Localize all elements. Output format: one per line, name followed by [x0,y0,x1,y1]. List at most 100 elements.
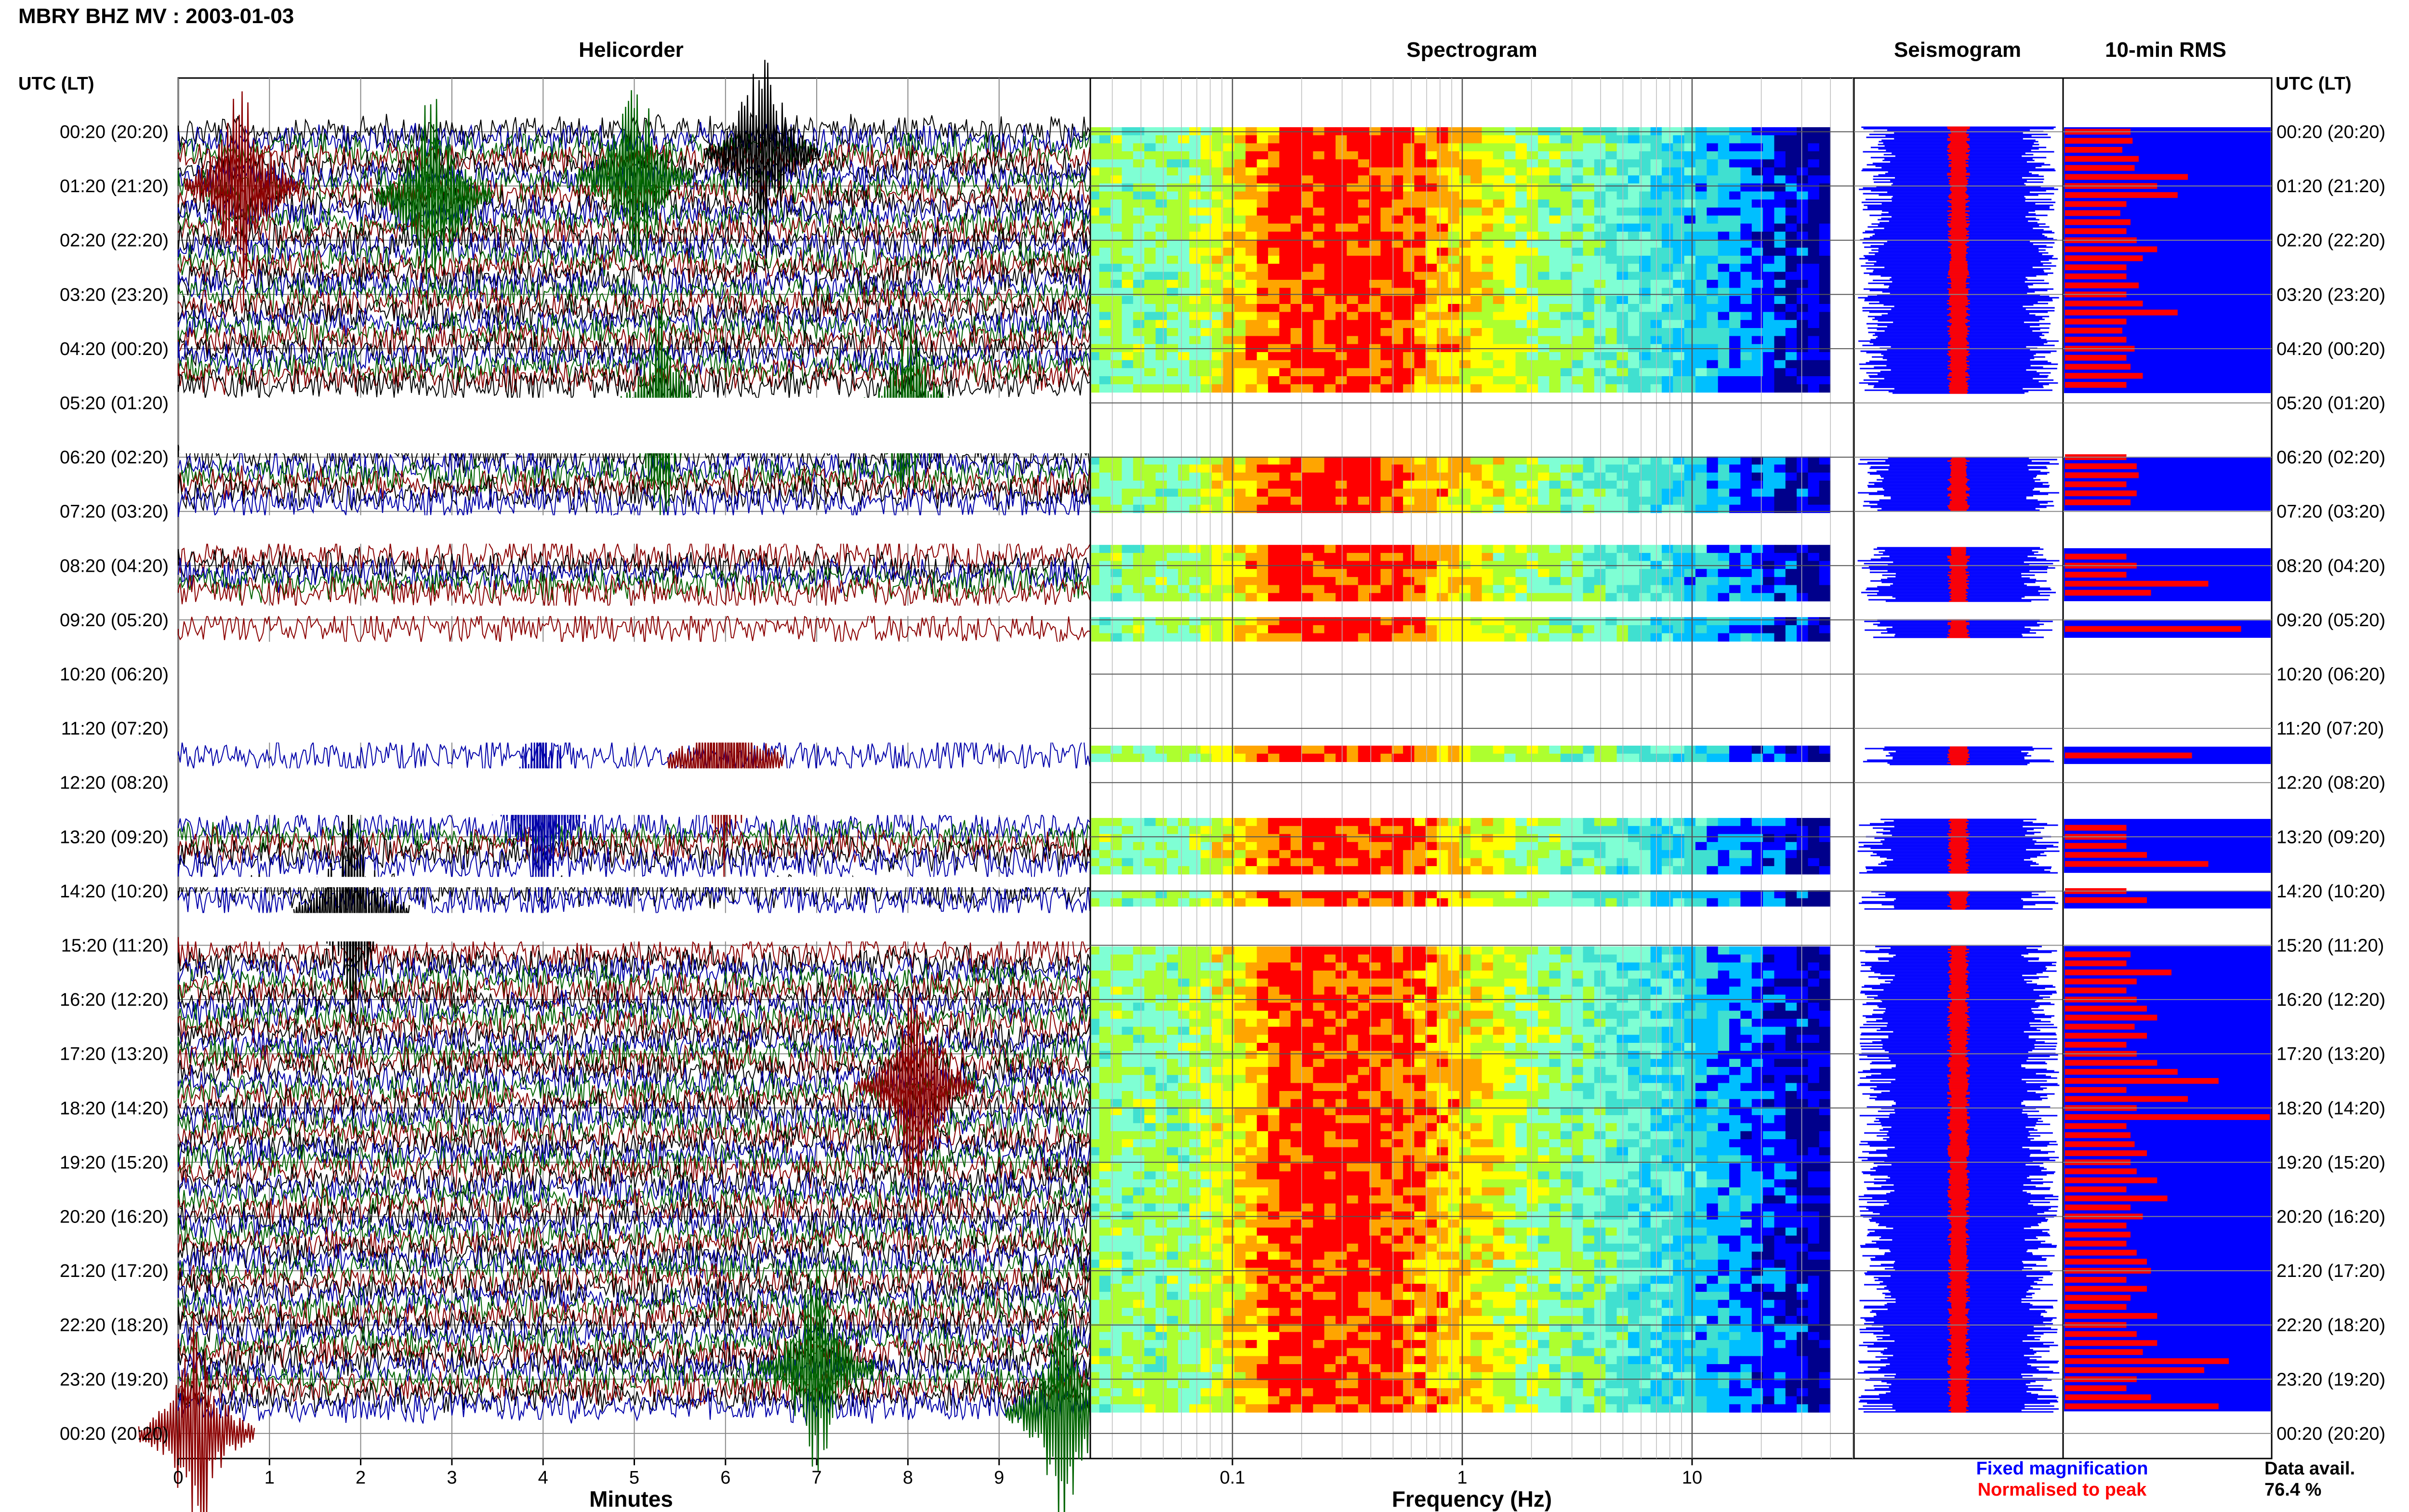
spectrogram-cell [1785,288,1797,296]
spectrogram-cell [1729,231,1741,240]
spectrogram-cell [1425,898,1437,907]
spectrogram-cell [1493,970,1505,979]
spectrogram-cell [1189,552,1201,562]
spectrogram-cell [1740,320,1752,329]
spectrogram-cell [1560,215,1572,224]
spectrogram-cell [1091,1035,1100,1043]
spectrogram-cell [1133,175,1145,184]
spectrogram-cell [1437,336,1449,344]
spectrogram-cell [1459,368,1471,377]
spectrogram-cell [1133,986,1145,995]
spectrogram-cell [1290,255,1302,264]
spectrogram-cell [1380,279,1392,289]
spectrogram-cell [1091,207,1100,216]
spectrogram-cell [1166,336,1178,344]
spectrogram-cell [1313,215,1325,224]
spectrogram-cell [1549,497,1561,505]
spectrogram-cell [1301,368,1313,377]
spectrogram-cell [1234,1019,1246,1027]
spectrogram-cell [1707,135,1719,144]
spectrogram-cell [1414,569,1426,578]
spectrogram-cell [1740,552,1752,562]
spectrogram-cell [1707,336,1719,344]
spectrogram-cell [1605,279,1617,289]
spectrogram-cell [1751,633,1763,642]
spectrogram-cell [1200,159,1212,168]
spectrogram-cell [1707,312,1719,320]
spectrogram-cell [1560,962,1572,971]
spectrogram-cell [1785,207,1797,216]
spectrogram-cell [1808,376,1820,385]
spectrogram-cell [1549,248,1561,256]
spectrogram-cell [1628,1011,1640,1019]
spectrogram-cell [1437,577,1449,586]
spectrogram-cell [1662,1019,1674,1027]
spectrogram-cell [1324,224,1336,232]
spectrogram-cell [1549,561,1561,569]
spectrogram-cell [1470,320,1482,329]
spectrogram-cell [1336,978,1348,987]
spectrogram-cell [1200,255,1212,264]
spectrogram-cell [1437,866,1449,875]
spectrogram-cell [1234,135,1246,144]
spectrogram-cell [1111,488,1123,497]
spectrogram-cell [1560,167,1572,176]
spectrogram-cell [1493,360,1505,368]
spectrogram-cell [1774,1011,1786,1019]
spectrogram-cell [1200,569,1212,578]
spectrogram-cell [1526,384,1538,393]
spectrogram-cell [1448,360,1460,368]
spectrogram-cell [1695,978,1707,987]
spectrogram-cell [1616,850,1628,859]
spectrogram-cell [1425,593,1437,602]
spectrogram-cell [1091,224,1100,232]
spectrogram-cell [1819,978,1831,987]
spectrogram-cell [1774,151,1786,160]
spectrogram-cell [1099,456,1111,465]
spectrogram-cell [1549,633,1561,642]
spectrogram-cell [1245,561,1257,569]
helicorder-trace [178,465,1090,502]
spectrogram-cell [1504,191,1516,200]
spectrogram-cell [1673,167,1685,176]
spectrogram-cell [1268,633,1280,642]
spectrogram-cell [1133,552,1145,562]
spectrogram-cell [1560,456,1572,465]
spectrogram-cell [1560,175,1572,184]
spectrogram-cell [1628,328,1640,337]
spectrogram-cell [1347,304,1359,313]
spectrogram-cell [1380,288,1392,296]
spectrogram-cell [1448,962,1460,971]
spectrogram-cell [1549,151,1561,160]
spectrogram-cell [1178,296,1190,304]
spectrogram-cell [1144,175,1156,184]
spectrogram-cell [1594,488,1606,497]
spectrogram-cell [1538,231,1550,240]
spectrogram-cell [1785,866,1797,875]
spectrogram-cell [1290,384,1302,393]
spectrogram-cell [1425,890,1437,899]
spectrogram-cell [1774,954,1786,963]
spectrogram-cell [1504,746,1516,754]
spectrogram-cell [1707,183,1719,192]
spectrogram-cell [1290,625,1302,634]
spectrogram-cell [1526,143,1538,152]
spectrogram-cell [1819,552,1831,562]
spectrogram-cell [1583,304,1595,313]
spectrogram-cell [1673,826,1685,835]
spectrogram-cell [1133,288,1145,296]
spectrogram-cell [1785,1035,1797,1043]
spectrogram-cell [1628,488,1640,497]
spectrogram-cell [1290,569,1302,578]
spectrogram-cell [1605,962,1617,971]
spectrogram-cell [1797,159,1809,168]
spectrogram-cell [1470,986,1482,995]
spectrogram-cell [1549,970,1561,979]
spectrogram-cell [1403,890,1415,899]
spectrogram-cell [1482,328,1494,337]
spectrogram-cell [1245,994,1257,1003]
spectrogram-cell [1403,850,1415,859]
spectrogram-cell [1572,569,1584,578]
spectrogram-cell [1538,890,1550,899]
spectrogram-cell [1257,135,1269,144]
